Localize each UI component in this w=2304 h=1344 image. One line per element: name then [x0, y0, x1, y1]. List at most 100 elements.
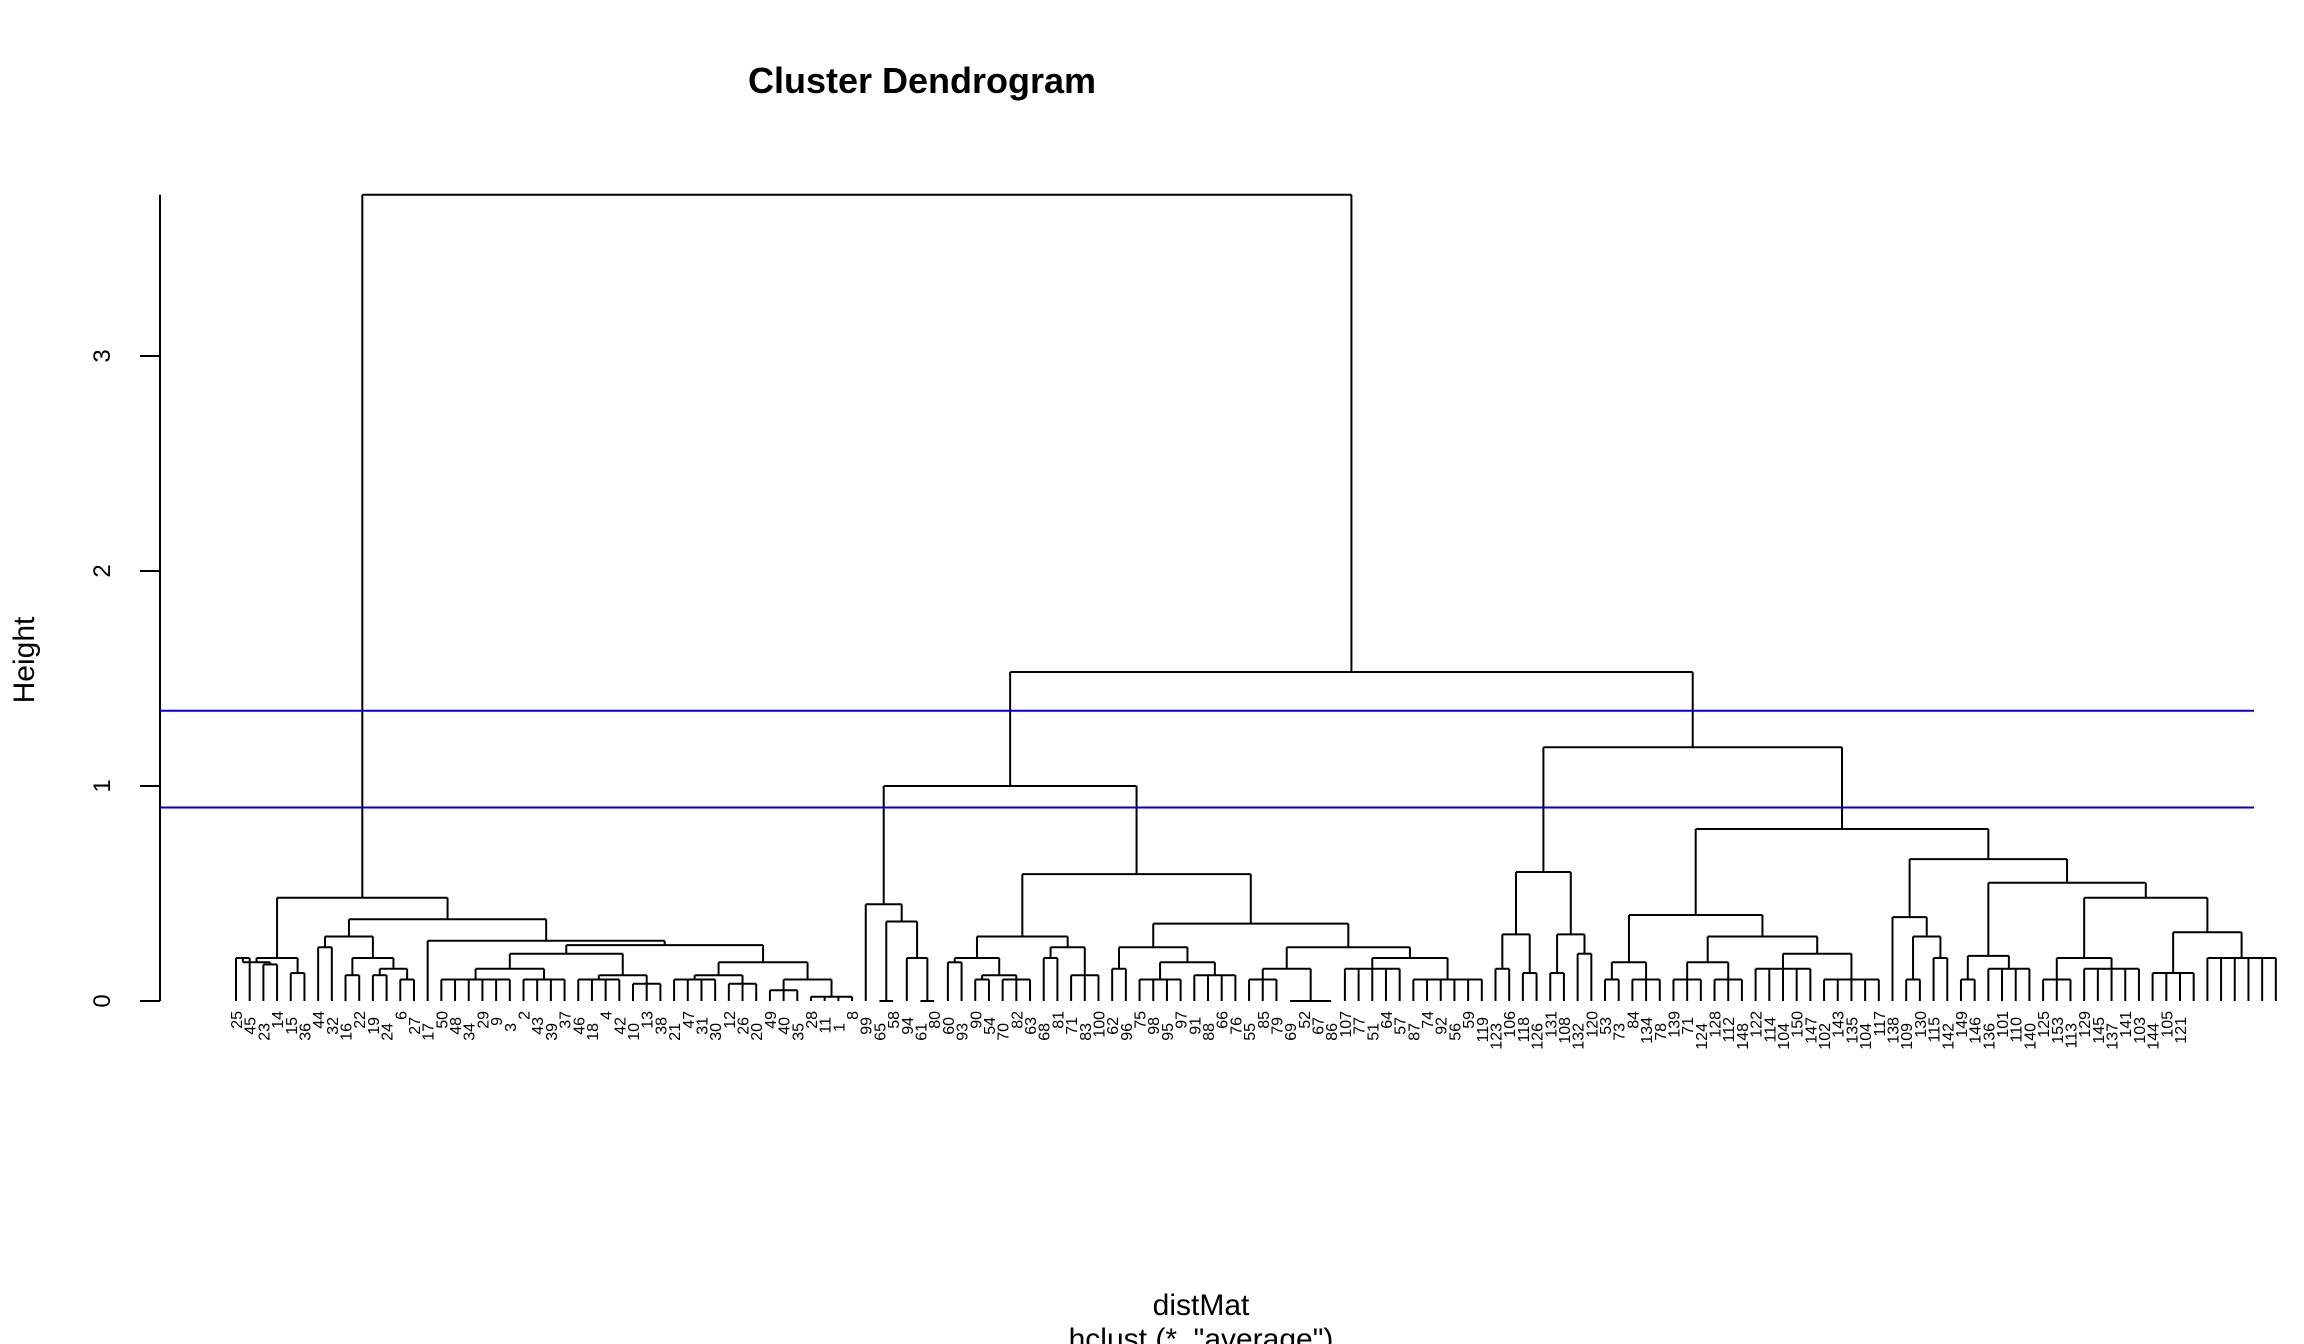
leaf-label: 4 [599, 1011, 616, 1020]
leaf-label: 8 [845, 1011, 862, 1020]
leaf-label: 34 [462, 1023, 479, 1041]
leaf-label: 104 [1776, 1023, 1793, 1050]
leaf-label: 44 [311, 1011, 328, 1029]
leaf-label: 140 [2022, 1023, 2039, 1050]
leaf-label: 122 [1749, 1011, 1766, 1038]
leaf-label: 59 [1461, 1011, 1478, 1029]
leaf-label: 51 [1365, 1023, 1382, 1041]
leaf-label: 107 [1338, 1011, 1355, 1038]
leaf-label: 146 [1968, 1017, 1985, 1044]
leaf-label: 16 [339, 1023, 356, 1041]
leaf-label: 153 [2050, 1017, 2067, 1044]
leaf-label: 99 [859, 1017, 876, 1035]
leaf-label: 131 [1543, 1011, 1560, 1038]
leaf-label: 91 [1187, 1017, 1204, 1035]
leaf-label: 136 [1981, 1023, 1998, 1050]
leaf-label: 84 [1625, 1011, 1642, 1029]
leaf-label: 54 [982, 1017, 999, 1035]
leaf-label: 110 [2009, 1017, 2026, 1043]
leaf-label: 74 [1420, 1011, 1437, 1029]
leaf-label: 87 [1406, 1023, 1423, 1041]
leaf-label: 82 [1009, 1011, 1026, 1029]
leaf-label: 43 [530, 1017, 547, 1035]
leaf-label: 98 [1146, 1017, 1163, 1035]
leaf-label: 45 [243, 1017, 260, 1035]
leaf-label: 11 [818, 1017, 835, 1034]
leaf-label: 22 [352, 1011, 369, 1029]
leaf-label: 58 [886, 1011, 903, 1029]
leaf-label: 132 [1571, 1023, 1588, 1050]
leaf-label: 10 [626, 1023, 643, 1041]
leaf-label: 83 [1078, 1023, 1095, 1041]
leaf-label: 38 [653, 1017, 670, 1035]
leaf-label: 40 [777, 1017, 794, 1035]
leaf-label: 29 [475, 1011, 492, 1029]
leaf-label: 49 [763, 1011, 780, 1029]
leaf-label: 121 [2173, 1017, 2190, 1044]
leaf-labels: 2545231415364432162219246271750483429932… [229, 1011, 2190, 1050]
leaf-label: 108 [1557, 1017, 1574, 1044]
leaf-label: 129 [2077, 1011, 2094, 1038]
leaf-label: 70 [996, 1023, 1013, 1041]
leaf-label: 85 [1256, 1011, 1273, 1029]
leaf-label: 149 [1954, 1011, 1971, 1038]
leaf-label: 46 [571, 1017, 588, 1035]
leaf-label: 105 [2159, 1011, 2176, 1038]
leaf-label: 39 [544, 1023, 561, 1041]
leaf-label: 56 [1447, 1023, 1464, 1041]
leaf-label: 130 [1913, 1011, 1930, 1038]
y-tick-label: 0 [89, 994, 116, 1007]
dendrogram-branches [235, 193, 2277, 1002]
leaf-label: 21 [667, 1023, 684, 1041]
y-tick-label: 1 [89, 779, 116, 792]
y-axis-label: Height [8, 616, 41, 703]
leaf-label: 78 [1653, 1023, 1670, 1041]
leaf-label: 55 [1242, 1023, 1259, 1041]
leaf-label: 53 [1598, 1017, 1615, 1035]
leaf-label: 15 [284, 1017, 301, 1035]
leaf-label: 96 [1119, 1023, 1136, 1041]
leaf-label: 68 [1037, 1023, 1054, 1041]
leaf-label: 18 [585, 1023, 602, 1041]
leaf-label: 23 [256, 1023, 273, 1041]
leaf-label: 86 [1324, 1023, 1341, 1041]
x-axis-subtitle: hclust (*, "average") [1069, 1323, 1334, 1344]
leaf-label: 42 [612, 1017, 629, 1035]
leaf-label: 124 [1694, 1023, 1711, 1050]
leaf-label: 20 [749, 1023, 766, 1041]
leaf-label: 145 [2091, 1017, 2108, 1044]
leaf-label: 102 [1817, 1023, 1834, 1050]
leaf-label: 9 [489, 1017, 506, 1026]
leaf-label: 13 [640, 1011, 657, 1029]
leaf-label: 93 [955, 1023, 972, 1041]
leaf-label: 138 [1886, 1017, 1903, 1044]
leaf-label: 95 [1160, 1023, 1177, 1041]
leaf-label: 81 [1050, 1011, 1067, 1029]
leaf-label: 47 [681, 1011, 698, 1029]
leaf-label: 115 [1927, 1017, 1944, 1043]
leaf-label: 35 [790, 1023, 807, 1041]
leaf-label: 71 [1064, 1017, 1081, 1035]
leaf-label: 139 [1666, 1011, 1683, 1038]
leaf-label: 17 [421, 1023, 438, 1041]
leaf-label: 52 [1297, 1011, 1314, 1029]
leaf-label: 88 [1201, 1023, 1218, 1041]
y-tick-label: 2 [89, 564, 116, 577]
leaf-label: 6 [393, 1011, 410, 1020]
leaf-label: 106 [1502, 1011, 1519, 1038]
leaf-label: 19 [366, 1017, 383, 1035]
leaf-label: 125 [2036, 1011, 2053, 1038]
leaf-label: 75 [1133, 1011, 1150, 1029]
leaf-label: 112 [1721, 1017, 1738, 1043]
leaf-label: 128 [1708, 1011, 1725, 1038]
leaf-label: 100 [1091, 1011, 1108, 1038]
leaf-label: 141 [2118, 1011, 2135, 1038]
leaf-label: 77 [1352, 1017, 1369, 1035]
leaf-label: 143 [1831, 1011, 1848, 1038]
leaf-label: 26 [736, 1017, 753, 1035]
leaf-label: 12 [722, 1011, 739, 1029]
leaf-label: 28 [804, 1011, 821, 1029]
leaf-label: 36 [297, 1023, 314, 1041]
leaf-label: 1 [831, 1023, 848, 1032]
leaf-label: 67 [1311, 1017, 1328, 1035]
